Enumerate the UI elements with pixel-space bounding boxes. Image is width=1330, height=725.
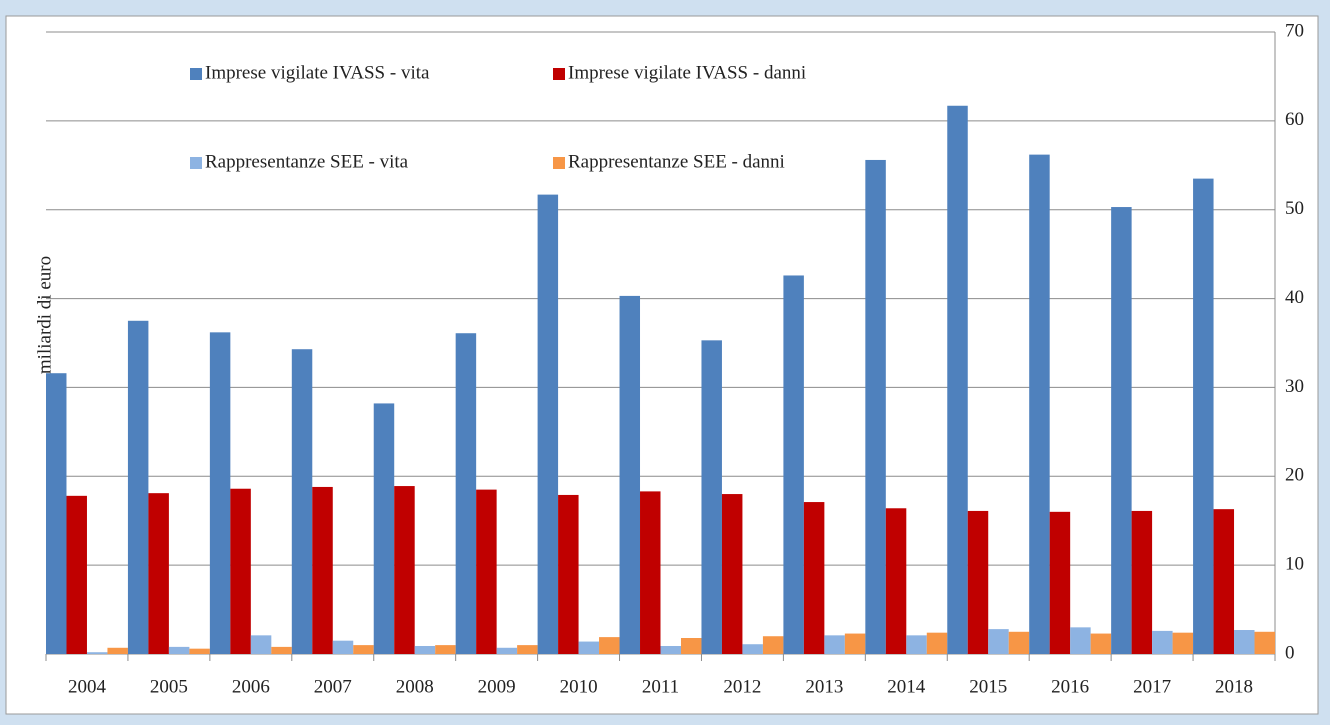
x-tick-label: 2018 — [1215, 676, 1253, 697]
bar — [414, 646, 436, 654]
y-tick-label: 30 — [1285, 376, 1304, 397]
bar — [926, 632, 948, 654]
bar — [1213, 509, 1235, 654]
bar — [1111, 207, 1132, 654]
bar — [455, 333, 477, 654]
bar — [148, 493, 169, 654]
legend-swatch — [190, 157, 202, 169]
bar — [66, 495, 87, 654]
bar — [209, 332, 231, 654]
bar — [783, 275, 804, 654]
x-tick-label: 2005 — [150, 676, 188, 697]
legend-swatch — [190, 68, 202, 80]
bar — [250, 635, 272, 654]
y-tick-label: 10 — [1285, 554, 1304, 575]
bar — [1029, 154, 1050, 654]
bar — [988, 629, 1009, 654]
bar — [476, 489, 497, 654]
bar — [906, 635, 927, 654]
bar — [537, 194, 559, 654]
bar — [230, 488, 251, 654]
x-tick-label: 2008 — [396, 676, 434, 697]
y-axis-label: miliardi di euro — [34, 256, 55, 374]
bar — [803, 502, 825, 654]
x-tick-label: 2010 — [560, 676, 598, 697]
bar — [701, 340, 722, 654]
x-tick-label: 2007 — [314, 676, 352, 697]
bar — [1049, 511, 1071, 654]
x-tick-label: 2016 — [1051, 676, 1089, 697]
bar — [1254, 631, 1275, 654]
x-tick-label: 2009 — [478, 676, 516, 697]
bar — [312, 486, 333, 654]
bar — [271, 646, 292, 654]
legend-label: Imprese vigilate IVASS - vita — [205, 62, 430, 83]
y-tick-label: 40 — [1285, 287, 1304, 308]
bar — [1152, 630, 1173, 654]
bar — [762, 636, 784, 654]
bar — [107, 647, 128, 654]
y-tick-label: 60 — [1285, 109, 1304, 130]
legend-label: Imprese vigilate IVASS - danni — [568, 62, 806, 83]
bar — [353, 645, 374, 654]
bar — [1090, 633, 1112, 654]
bar — [1131, 510, 1153, 654]
bar — [640, 491, 661, 654]
bar — [742, 644, 763, 654]
bar — [1193, 178, 1214, 654]
x-tick-label: 2015 — [969, 676, 1007, 697]
bar — [680, 638, 702, 654]
bar — [558, 494, 579, 654]
bar — [46, 373, 67, 654]
x-tick-label: 2004 — [68, 676, 107, 697]
bar — [578, 641, 600, 654]
bar — [496, 647, 518, 654]
bar — [435, 645, 456, 654]
bar — [517, 645, 538, 654]
bar — [865, 159, 886, 654]
bar — [1234, 630, 1255, 654]
bar — [721, 494, 743, 654]
x-tick-label: 2013 — [805, 676, 843, 697]
legend-swatch — [553, 157, 565, 169]
bar — [844, 633, 866, 654]
bar — [967, 510, 989, 654]
bar — [619, 295, 641, 654]
bar — [86, 652, 108, 654]
bar — [1172, 632, 1194, 654]
bar — [189, 648, 210, 654]
bar — [947, 105, 968, 655]
bar — [885, 508, 907, 654]
bar — [373, 403, 395, 654]
x-tick-label: 2011 — [642, 676, 679, 697]
bar — [1070, 627, 1091, 654]
bar — [1008, 631, 1030, 654]
y-tick-label: 50 — [1285, 198, 1304, 219]
bar — [291, 349, 313, 654]
legend-label: Rappresentanze SEE - danni — [568, 151, 785, 172]
x-tick-label: 2006 — [232, 676, 270, 697]
x-tick-label: 2012 — [723, 676, 761, 697]
y-tick-label: 20 — [1285, 465, 1304, 486]
x-tick-label: 2017 — [1133, 676, 1171, 697]
bar — [599, 637, 620, 654]
x-tick-label: 2014 — [887, 676, 926, 697]
y-tick-label: 0 — [1285, 642, 1295, 663]
bar — [332, 640, 354, 654]
legend-label: Rappresentanze SEE - vita — [205, 151, 409, 172]
bar — [127, 320, 149, 654]
bar — [168, 646, 190, 654]
legend-swatch — [553, 68, 565, 80]
bar — [660, 646, 681, 654]
y-tick-label: 70 — [1285, 20, 1304, 41]
bar — [394, 486, 415, 654]
bar — [824, 635, 845, 654]
